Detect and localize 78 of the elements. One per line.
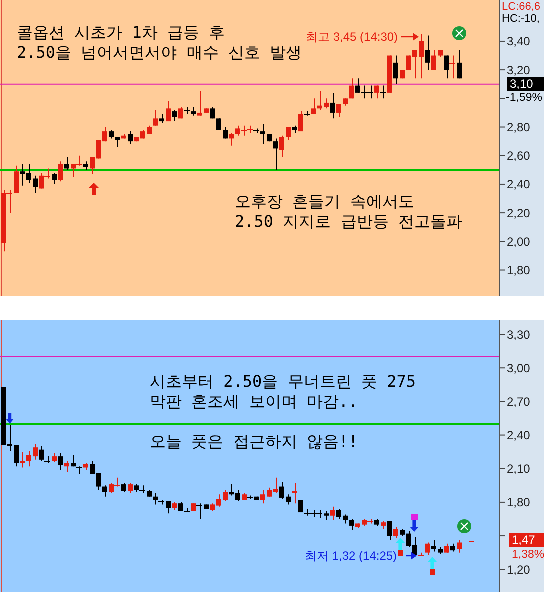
- annotation: 시초부터 2.50을 무너트린 풋 275 막판 혼조세 보이며 마감..: [150, 372, 416, 412]
- text: -1,59%: [506, 91, 542, 105]
- y-tick-label: 3,30: [507, 328, 531, 342]
- candlestick: [52, 172, 57, 185]
- candlestick: [229, 132, 234, 146]
- annotation: 오늘 풋은 접근하지 않음!!: [150, 432, 358, 452]
- candlestick: [336, 104, 341, 118]
- y-tick-label: 2,80: [507, 120, 531, 135]
- candlestick: [393, 526, 398, 539]
- annotation: 최고 3,45 (14:30): [306, 30, 398, 44]
- candlestick: [102, 485, 107, 498]
- candlestick: [279, 135, 284, 158]
- candlestick: [26, 450, 31, 468]
- candlestick: [374, 85, 379, 100]
- candlestick: [298, 111, 303, 132]
- candlestick: [393, 55, 398, 85]
- text: 1,47: [509, 533, 544, 547]
- candlestick: [260, 490, 265, 504]
- candlestick: [14, 165, 19, 194]
- text: LC:66,6: [502, 0, 541, 14]
- candlestick: [64, 156, 69, 171]
- candlestick: [286, 494, 291, 506]
- candlestick: [349, 78, 354, 100]
- y-tick-label: 2,60: [507, 149, 531, 164]
- candlestick: [349, 518, 354, 531]
- candlestick: [172, 110, 177, 122]
- candlestick: [58, 161, 63, 182]
- candlestick: [336, 508, 341, 520]
- candlestick: [33, 444, 38, 460]
- candlestick: [431, 540, 436, 552]
- y-tick-label: 2,70: [507, 394, 531, 409]
- candlestick: [298, 500, 303, 514]
- candlestick: [128, 482, 133, 494]
- annotation: 콜옵션 시초가 1차 급등 후 2.50을 넘어서면서야 매수 신호 발생: [17, 23, 302, 63]
- candlestick: [330, 92, 335, 120]
- candlestick: [260, 124, 265, 145]
- candlestick: [311, 98, 316, 115]
- annotation: 최저 1,32 (14:25): [305, 549, 398, 563]
- y-tick-label: 1,80: [507, 264, 531, 278]
- candlestick: [425, 542, 430, 556]
- y-tick-label: 2,40: [507, 428, 531, 443]
- candlestick: [197, 91, 202, 116]
- candlestick: [324, 98, 329, 110]
- candlestick: [444, 55, 449, 80]
- y-tick-label: 3,00: [507, 361, 531, 376]
- candlestick: [279, 482, 284, 500]
- candlestick: [457, 50, 462, 80]
- candlestick: [14, 444, 19, 468]
- candlestick: [153, 493, 158, 506]
- text: 1,38%: [512, 548, 544, 562]
- candlestick: [64, 460, 69, 473]
- candlestick: [431, 50, 436, 71]
- candlestick: [39, 446, 44, 462]
- candlestick: [223, 490, 228, 502]
- candlestick: [330, 506, 335, 521]
- y-tick-label: 3,40: [507, 34, 531, 49]
- y-tick-label: 2,00: [507, 234, 531, 249]
- candlestick: [286, 126, 291, 141]
- candlestick: [128, 131, 133, 145]
- candlestick: [387, 520, 392, 542]
- candlestick: [273, 138, 278, 171]
- y-tick-label: 2,40: [507, 178, 531, 192]
- candlestick: [166, 101, 171, 122]
- y-tick-label: 1,80: [507, 496, 531, 510]
- ref-line-label: 3,10: [507, 77, 544, 92]
- candlestick: [33, 175, 38, 194]
- text: HC:-10,: [502, 12, 540, 26]
- candlestick: [425, 35, 430, 71]
- annotation: 오후장 흔들기 속에서도 2.50 지지로 급반등 전고돌파: [235, 192, 462, 232]
- y-tick-label: 2,10: [507, 462, 531, 476]
- candlestick: [419, 34, 424, 80]
- candlestick: [58, 452, 63, 470]
- candlestick: [20, 452, 25, 468]
- y-tick-label: 1,20: [507, 562, 531, 577]
- y-tick-label: 2,20: [507, 206, 531, 220]
- candlestick: [153, 110, 158, 126]
- y-tick-label: 3,20: [507, 63, 531, 78]
- candlestick: [457, 540, 462, 554]
